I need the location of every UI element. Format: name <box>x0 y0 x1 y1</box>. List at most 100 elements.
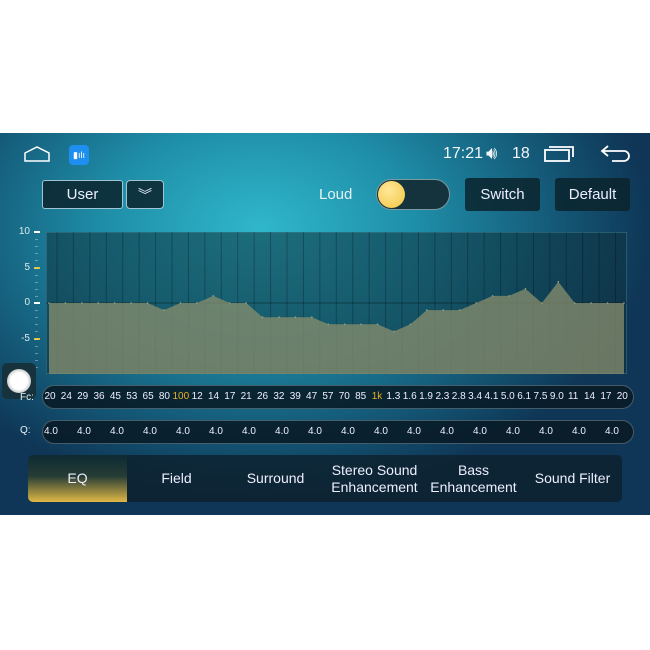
q-value[interactable]: 4.0 <box>275 426 289 437</box>
default-button[interactable]: Default <box>555 178 630 211</box>
q-value[interactable]: 4.0 <box>77 426 91 437</box>
eq-band-point <box>327 323 330 326</box>
frequency-band[interactable]: 2.3 <box>435 391 450 402</box>
frequency-band[interactable]: 26 <box>256 391 269 402</box>
q-value[interactable]: 4.0 <box>440 426 454 437</box>
frequency-band[interactable]: 17 <box>600 391 612 402</box>
frequency-band[interactable]: 45 <box>109 391 121 402</box>
frequency-band[interactable]: 1.3 <box>386 391 401 402</box>
preset-select[interactable]: User <box>42 180 123 209</box>
frequency-band[interactable]: 20 <box>616 391 628 402</box>
eq-band-point <box>376 323 379 326</box>
y-tick-label: 5 <box>24 261 30 273</box>
eq-band-point <box>196 302 198 304</box>
frequency-band[interactable]: 11 <box>567 391 579 402</box>
frequency-band[interactable]: 65 <box>142 391 154 402</box>
frequency-band[interactable]: 6.1 <box>517 391 532 402</box>
frequency-band[interactable]: 20 <box>44 391 56 402</box>
frequency-band[interactable]: 21 <box>240 391 252 402</box>
q-value[interactable]: 4.0 <box>473 426 487 437</box>
frequency-band[interactable]: 80 <box>158 391 170 402</box>
frequency-band[interactable]: 12 <box>191 391 203 402</box>
y-tick-mark <box>34 266 40 269</box>
q-value[interactable]: 4.0 <box>605 426 619 437</box>
frequency-band[interactable]: 39 <box>289 391 301 402</box>
loud-toggle[interactable] <box>376 179 450 210</box>
frequency-band[interactable]: 29 <box>77 391 89 402</box>
frequency-band[interactable]: 17 <box>224 391 236 402</box>
home-icon[interactable] <box>24 145 50 163</box>
toggle-knob <box>378 181 405 208</box>
y-minor-tick <box>35 288 38 290</box>
tab-field[interactable]: Field <box>127 455 226 502</box>
chevron-double-down-icon[interactable]: ︾ <box>126 180 164 209</box>
tab-label: Stereo Sound <box>331 461 418 478</box>
q-value[interactable]: 4.0 <box>374 426 388 437</box>
frequency-band[interactable]: 3.4 <box>468 391 483 402</box>
q-value[interactable]: 4.0 <box>110 426 124 437</box>
back-icon[interactable] <box>600 143 632 163</box>
frequency-band[interactable]: 7.5 <box>533 391 548 402</box>
frequency-band[interactable]: 32 <box>273 391 285 402</box>
frequency-band[interactable]: 1k <box>371 391 383 402</box>
q-value[interactable]: 4.0 <box>506 426 520 437</box>
q-value[interactable]: 4.0 <box>539 426 553 437</box>
frequency-band[interactable]: 1.9 <box>419 391 433 402</box>
q-value[interactable]: 4.0 <box>407 426 421 437</box>
q-row[interactable]: 4.0 4.0 4.0 4.0 4.0 4.0 4.0 4.0 4.0 4.0 4.0 4.0 4.0 4… <box>42 420 634 444</box>
knob-handle[interactable] <box>2 363 36 399</box>
y-tick-label: 0 <box>24 297 30 308</box>
frequency-band[interactable]: 47 <box>306 391 318 402</box>
tab-label: EQ <box>67 470 88 486</box>
frequency-band[interactable]: 100 <box>172 391 190 402</box>
q-value[interactable]: 4.0 <box>176 426 190 437</box>
tab-label: Enhancement <box>430 478 517 495</box>
frequency-band[interactable]: 5.0 <box>500 391 515 402</box>
frequency-band[interactable]: 1.6 <box>402 391 417 402</box>
tab-stereo-sound[interactable]: Stereo Sound Enhancement <box>325 455 424 502</box>
eq-band-point <box>212 295 215 297</box>
frequency-band[interactable]: 36 <box>93 391 105 402</box>
frequency-band[interactable]: 14 <box>207 391 220 402</box>
frequency-band[interactable]: 14 <box>583 391 596 402</box>
frequency-band[interactable]: 70 <box>338 391 350 402</box>
tab-label: Sound Filter <box>534 470 611 486</box>
eq-band-point <box>48 302 50 304</box>
y-minor-tick <box>35 253 38 255</box>
app-eq-icon[interactable]: ▮ılı <box>69 145 89 165</box>
frequency-band[interactable]: 24 <box>60 391 72 402</box>
y-minor-tick <box>35 303 38 304</box>
tab-bass[interactable]: Bass Enhancement <box>424 455 523 502</box>
q-value[interactable]: 4.0 <box>572 426 586 437</box>
frequency-row[interactable]: 20 24 29 36 45 53 65 80 100 12 14 17 21 26 32 39 47 57 70 8… <box>42 385 634 409</box>
switch-button[interactable]: Switch <box>465 178 540 211</box>
loud-label: Loud <box>319 186 353 203</box>
volume-icon[interactable]: 🔊︎ <box>486 143 498 163</box>
tab-sound-filter[interactable]: Sound Filter <box>523 455 622 502</box>
frequency-band[interactable]: 57 <box>322 391 334 402</box>
eq-curve-area <box>49 281 624 374</box>
frequency-band[interactable]: 85 <box>355 391 367 402</box>
frequency-band[interactable]: 4.1 <box>484 391 499 402</box>
q-value[interactable]: 4.0 <box>341 426 355 437</box>
q-value[interactable]: 4.0 <box>209 426 223 437</box>
y-minor-tick <box>35 352 38 354</box>
y-minor-tick <box>35 345 38 347</box>
y-tick-mark <box>34 302 40 304</box>
q-value[interactable]: 4.0 <box>242 426 256 437</box>
eq-band-point <box>409 323 412 326</box>
q-value[interactable]: 4.0 <box>308 426 322 437</box>
y-tick-label: -5 <box>21 332 30 344</box>
recent-apps-icon[interactable] <box>544 146 574 162</box>
y-tick-mark <box>34 337 40 340</box>
tab-eq[interactable]: EQ <box>28 455 127 502</box>
q-value[interactable]: 4.0 <box>143 426 157 437</box>
frequency-band[interactable]: 2.8 <box>451 391 466 402</box>
tab-surround[interactable]: Surround <box>226 455 325 502</box>
frequency-band[interactable]: 9.0 <box>549 391 564 402</box>
q-value[interactable]: 4.0 <box>44 426 58 437</box>
eq-band-point <box>623 302 625 304</box>
y-minor-tick <box>35 310 38 312</box>
eq-band-point <box>442 309 445 311</box>
frequency-band[interactable]: 53 <box>126 391 138 402</box>
